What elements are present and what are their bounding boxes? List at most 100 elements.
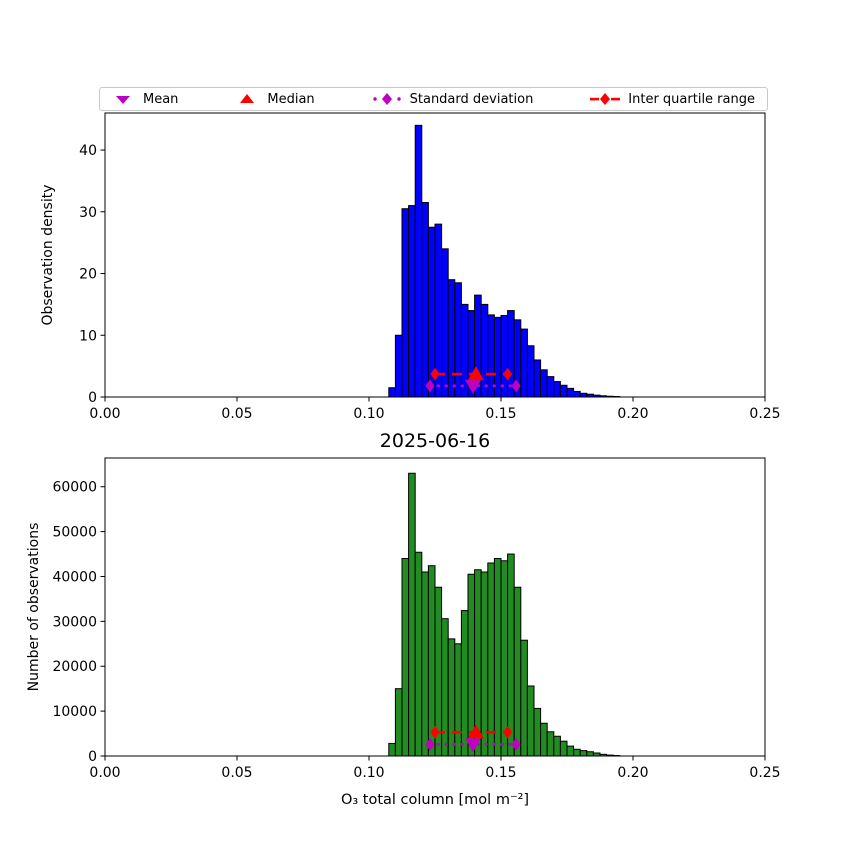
iqr-low-marker bbox=[430, 725, 440, 739]
mean-marker bbox=[465, 379, 482, 394]
std-deviation-marker-icon bbox=[372, 93, 401, 105]
x-tick-label: 0.10 bbox=[353, 406, 384, 422]
histogram-bar bbox=[421, 571, 429, 757]
histogram-bar bbox=[394, 688, 403, 757]
iqr-high-marker bbox=[503, 725, 513, 739]
histogram-bar bbox=[454, 282, 462, 398]
histogram-bar bbox=[559, 384, 568, 398]
y-tick-label: 10000 bbox=[52, 704, 97, 720]
x-tick-label: 0.15 bbox=[485, 406, 516, 422]
legend-label-median: Median bbox=[267, 91, 315, 107]
histogram-bar bbox=[540, 722, 548, 757]
histogram-bar bbox=[513, 586, 522, 757]
statistic-markers bbox=[425, 366, 521, 394]
iqr-marker-icon bbox=[590, 93, 621, 105]
histogram-bar bbox=[441, 618, 449, 757]
histogram-bar bbox=[480, 303, 489, 398]
histogram-bar bbox=[520, 328, 528, 398]
axes-spines bbox=[104, 457, 766, 757]
x-tick-label: 0.25 bbox=[749, 765, 780, 781]
legend-label-mean: Mean bbox=[143, 91, 179, 107]
histogram-bar bbox=[460, 610, 469, 757]
x-tick-label: 0.05 bbox=[221, 765, 252, 781]
histogram-bar bbox=[414, 551, 423, 757]
histogram-bar bbox=[454, 643, 462, 757]
legend-item-mean: Mean bbox=[110, 92, 178, 107]
iqr-low-marker bbox=[430, 367, 440, 381]
x-tick-label: 0.15 bbox=[485, 765, 516, 781]
histogram-bar bbox=[526, 685, 535, 757]
number-of-observations-plot: 0.00 0.05 0.10 0.15 0.20 0.25 0 10000 20000 30000… bbox=[52, 457, 781, 781]
x-tick-label: 0.25 bbox=[749, 406, 780, 422]
histogram-bar bbox=[401, 558, 410, 757]
x-tick-label: 0.00 bbox=[89, 765, 120, 781]
mean-marker bbox=[465, 738, 482, 753]
histogram-bar bbox=[507, 553, 515, 757]
histogram-bar bbox=[394, 334, 403, 398]
histogram-bar bbox=[520, 639, 528, 757]
y-tick-label: 30000 bbox=[52, 614, 97, 630]
histogram-bar bbox=[487, 562, 495, 757]
std-deviation-high-marker bbox=[511, 379, 521, 393]
histogram-bar bbox=[546, 731, 555, 757]
histogram-bar bbox=[388, 387, 396, 398]
y-tick-label: 40 bbox=[79, 143, 97, 159]
histogram-bar bbox=[533, 359, 542, 398]
bottom-x-axis-label: O₃ total column [mol m⁻²] bbox=[341, 792, 529, 808]
histogram-bar bbox=[559, 740, 568, 757]
x-tick-label: 0.20 bbox=[617, 765, 648, 781]
legend-item-median: Median bbox=[234, 91, 315, 107]
number-of-observations-bars bbox=[388, 472, 621, 757]
histogram-bar bbox=[447, 638, 456, 757]
histogram-bar bbox=[586, 751, 594, 757]
histogram-bar bbox=[388, 742, 396, 757]
x-tick-label: 0.00 bbox=[89, 406, 120, 422]
histogram-bar bbox=[493, 558, 502, 757]
histogram-bar bbox=[408, 205, 416, 398]
histogram-bar bbox=[401, 208, 410, 398]
y-tick-label: 30 bbox=[79, 205, 97, 221]
y-tick-label: 20 bbox=[79, 267, 97, 283]
histogram-bar bbox=[540, 369, 548, 398]
histogram-bar bbox=[553, 381, 561, 398]
y-tick-label: 20000 bbox=[52, 659, 97, 675]
histogram-bar bbox=[408, 472, 416, 757]
histogram-bar bbox=[573, 748, 581, 757]
axes-spines bbox=[104, 112, 766, 398]
std-deviation-low-marker bbox=[425, 737, 435, 751]
std-deviation-high-marker bbox=[511, 737, 521, 751]
y-tick-label: 0 bbox=[88, 749, 97, 765]
median-marker bbox=[467, 366, 484, 381]
iqr-high-marker bbox=[503, 367, 513, 381]
std-deviation-low-marker bbox=[425, 379, 435, 393]
y-tick-label: 0 bbox=[88, 390, 97, 406]
y-tick-label: 10 bbox=[79, 328, 97, 344]
legend-item-std: Standard deviation bbox=[371, 91, 534, 107]
top-y-axis-label: Observation density bbox=[40, 184, 56, 325]
median-marker-icon bbox=[240, 94, 255, 103]
bottom-y-axis-label: Number of observations bbox=[26, 523, 42, 692]
mean-marker-icon bbox=[116, 96, 130, 104]
histogram-bar bbox=[500, 560, 509, 757]
x-tick-label: 0.10 bbox=[353, 765, 384, 781]
legend: Mean Median Standard deviation bbox=[99, 87, 768, 111]
y-tick-label: 60000 bbox=[52, 480, 97, 496]
histogram-bar bbox=[566, 387, 575, 398]
legend-label-std: Standard deviation bbox=[409, 91, 534, 107]
histogram-bar bbox=[546, 376, 555, 398]
histogram-bar bbox=[526, 345, 535, 398]
statistic-markers bbox=[425, 724, 521, 753]
y-tick-label: 50000 bbox=[52, 525, 97, 541]
legend-item-iqr: Inter quartile range bbox=[589, 92, 755, 107]
histogram-bar bbox=[421, 202, 429, 398]
histogram-bar bbox=[414, 124, 423, 398]
observation-density-plot: 0.00 0.05 0.10 0.15 0.20 0.25 0 10 20 30 40 bbox=[79, 112, 781, 422]
histogram-bar bbox=[553, 735, 561, 757]
observation-density-bars bbox=[388, 124, 621, 398]
y-tick-label: 40000 bbox=[52, 569, 97, 585]
median-marker bbox=[467, 724, 484, 739]
x-tick-label: 0.05 bbox=[221, 406, 252, 422]
legend-label-iqr: Inter quartile range bbox=[628, 91, 755, 107]
